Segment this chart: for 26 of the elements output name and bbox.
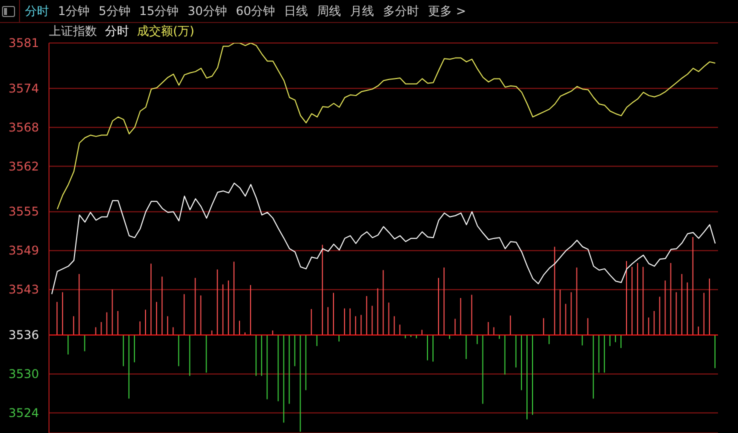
text: 月线 bbox=[350, 2, 374, 20]
text: 分时 bbox=[25, 2, 49, 20]
text: 5分钟 bbox=[98, 2, 130, 20]
text: 分时 bbox=[105, 23, 129, 40]
text: 1分钟 bbox=[58, 2, 90, 20]
text: 成交额(万) bbox=[137, 23, 194, 40]
text: 30分钟 bbox=[188, 2, 227, 20]
text: 周线 bbox=[317, 2, 342, 20]
y-tick-label: 3574 bbox=[8, 81, 39, 96]
y-tick-label: 3549 bbox=[8, 244, 39, 258]
y-tick-label: 3581 bbox=[8, 36, 39, 50]
y-tick-label: 3524 bbox=[8, 406, 39, 420]
line-series bbox=[56, 43, 716, 210]
y-tick-label: 3555 bbox=[8, 204, 39, 219]
y-tick-label: 3536 bbox=[8, 328, 39, 342]
text: 60分钟 bbox=[236, 2, 276, 20]
text: 日线 bbox=[284, 2, 308, 20]
y-tick-label: 3568 bbox=[8, 120, 39, 134]
line-series bbox=[51, 182, 716, 295]
y-tick-label: 3530 bbox=[8, 366, 39, 381]
text: 15分钟 bbox=[139, 2, 179, 20]
text: 多分时 bbox=[383, 2, 420, 20]
chart-title: 上证指数 bbox=[49, 23, 97, 40]
text: 更多 > bbox=[428, 2, 466, 20]
y-tick-label: 3562 bbox=[8, 159, 39, 174]
y-tick-label: 3543 bbox=[8, 282, 39, 297]
